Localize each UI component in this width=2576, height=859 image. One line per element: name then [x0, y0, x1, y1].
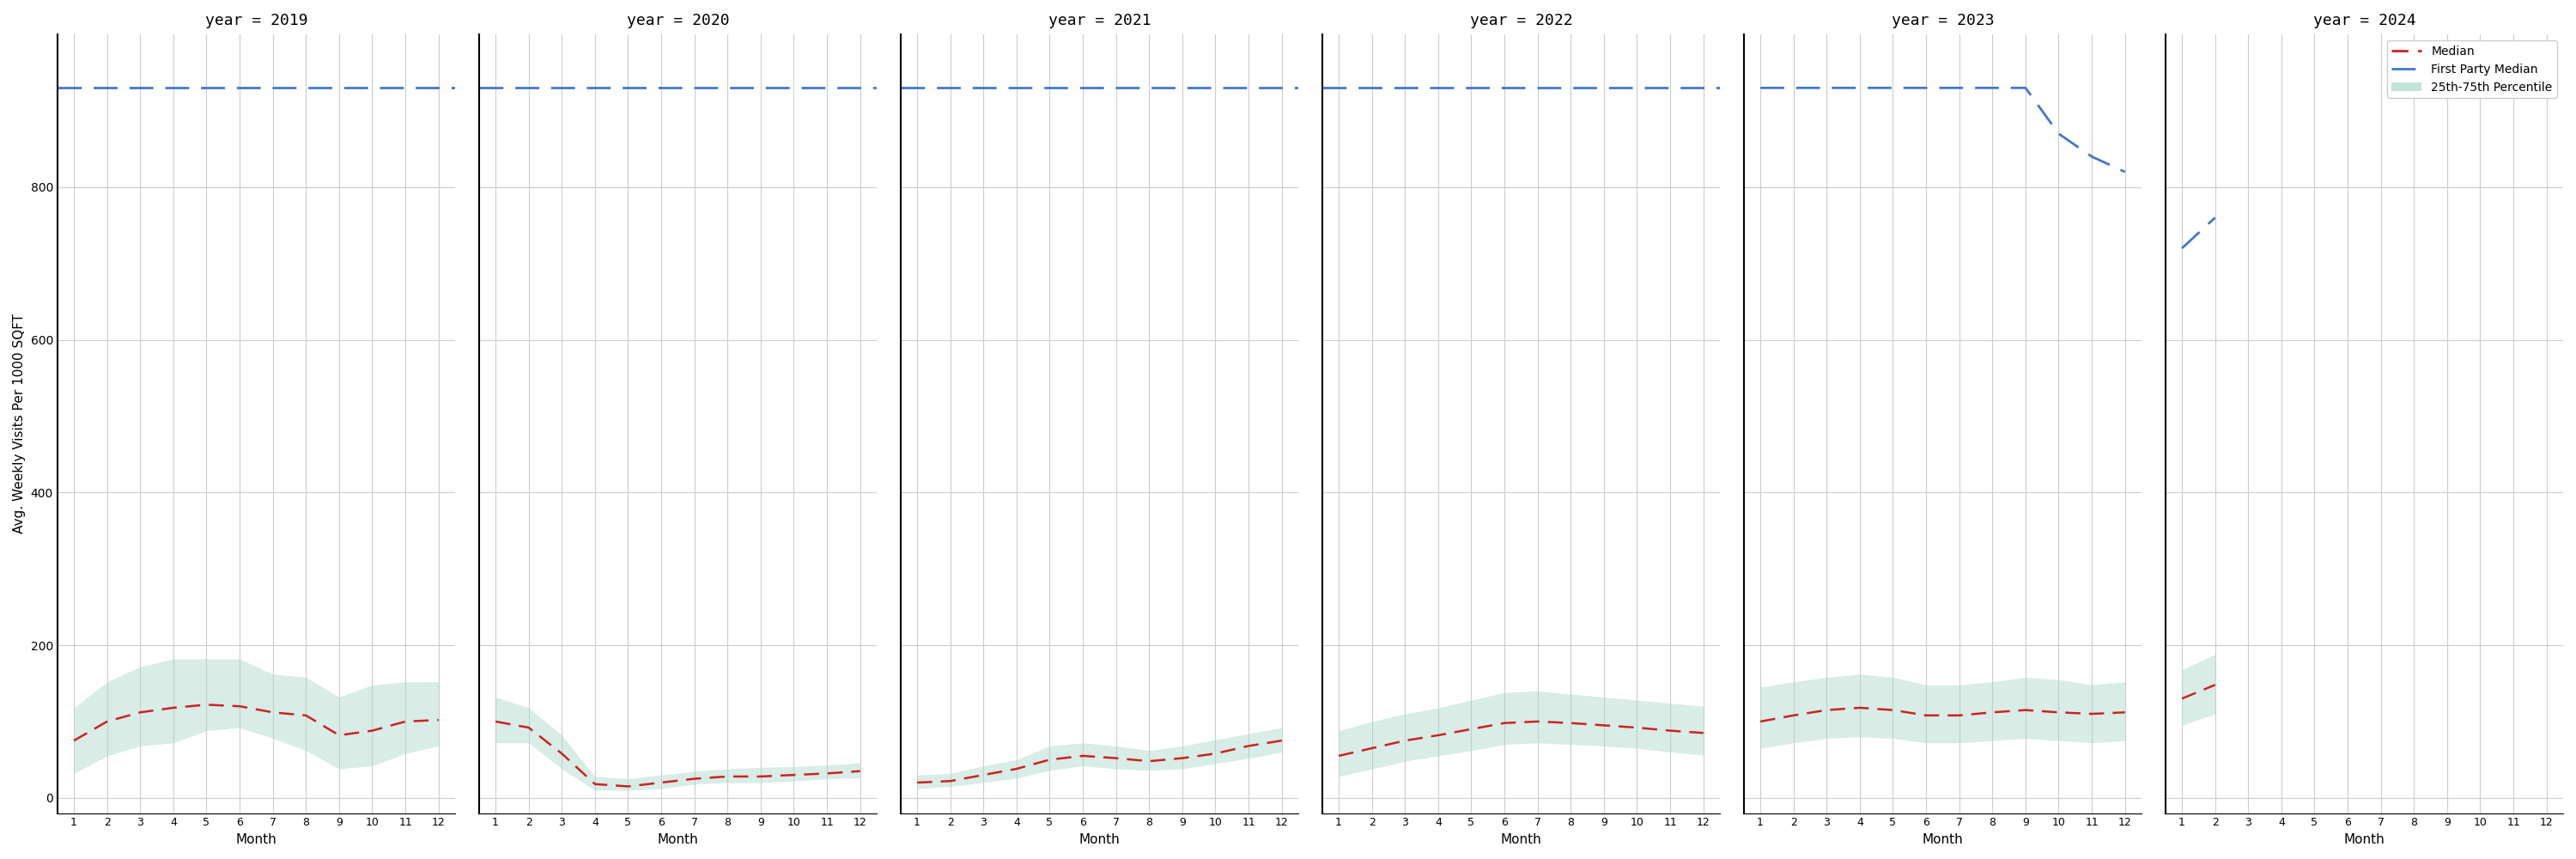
X-axis label: Month: Month — [237, 833, 276, 846]
Title: year = 2020: year = 2020 — [626, 13, 729, 28]
Title: year = 2022: year = 2022 — [1471, 13, 1571, 28]
Legend: Median, First Party Median, 25th-75th Percentile: Median, First Party Median, 25th-75th Pe… — [2388, 40, 2558, 98]
X-axis label: Month: Month — [657, 833, 698, 846]
X-axis label: Month: Month — [1502, 833, 1540, 846]
X-axis label: Month: Month — [1079, 833, 1121, 846]
Title: year = 2023: year = 2023 — [1891, 13, 1994, 28]
Title: year = 2019: year = 2019 — [206, 13, 307, 28]
Title: year = 2021: year = 2021 — [1048, 13, 1151, 28]
X-axis label: Month: Month — [2344, 833, 2385, 846]
Y-axis label: Avg. Weekly Visits Per 1000 SQFT: Avg. Weekly Visits Per 1000 SQFT — [13, 314, 26, 533]
X-axis label: Month: Month — [1922, 833, 1963, 846]
Title: year = 2024: year = 2024 — [2313, 13, 2416, 28]
